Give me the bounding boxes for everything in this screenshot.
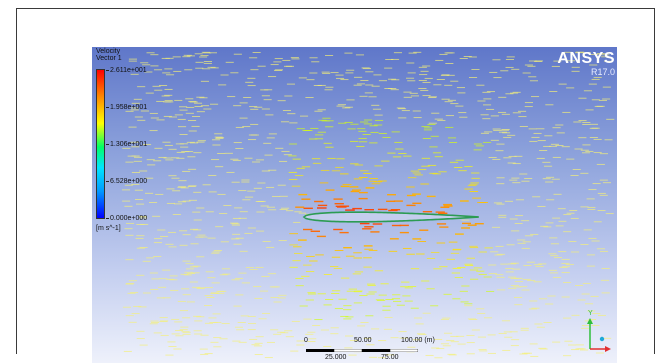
legend-tick-3: 1.306e+001 <box>105 141 148 148</box>
legend-title-line1: Velocity <box>96 48 121 55</box>
color-legend-bar <box>96 69 105 219</box>
legend-title: Velocity Vector 1 <box>96 48 122 62</box>
legend-units: [m s^-1] <box>96 225 121 232</box>
figure-frame: Velocity Vector 1 2.611e+001 1.958e+001 … <box>16 8 655 363</box>
legend-tick-max: 2.611e+001 <box>106 67 147 74</box>
z-axis-dot-icon <box>599 336 605 342</box>
legend-title-line2: Vector 1 <box>96 55 122 62</box>
scale-bar <box>306 349 418 352</box>
scale-label-50: 50.00 <box>354 337 372 344</box>
scale-label-0: 0 <box>304 337 308 344</box>
scale-label-75: 75.00 <box>381 354 399 361</box>
length-scale: 0 50.00 100.00 (m) 25.000 75.00 <box>303 335 463 363</box>
brand-version: R17.0 <box>590 67 615 77</box>
y-axis-label: Y <box>588 310 593 317</box>
brand-name: ANSYS <box>557 50 615 67</box>
scale-label-100: 100.00 (m) <box>401 337 435 344</box>
cfd-viewport[interactable]: Velocity Vector 1 2.611e+001 1.958e+001 … <box>92 47 617 363</box>
legend-tick-4: 6.528e+000 <box>105 178 148 185</box>
scale-label-25: 25.000 <box>325 354 347 361</box>
vector-arrows <box>122 51 615 359</box>
legend-tick-2: 1.958e+001 <box>105 104 148 111</box>
airfoil-surface <box>302 211 479 223</box>
legend-tick-min: 0.000e+000 <box>105 215 148 222</box>
velocity-vector-field <box>122 51 615 359</box>
axis-triad: Y <box>587 310 611 352</box>
ansys-logo: ANSYS R17.0 <box>557 50 615 78</box>
